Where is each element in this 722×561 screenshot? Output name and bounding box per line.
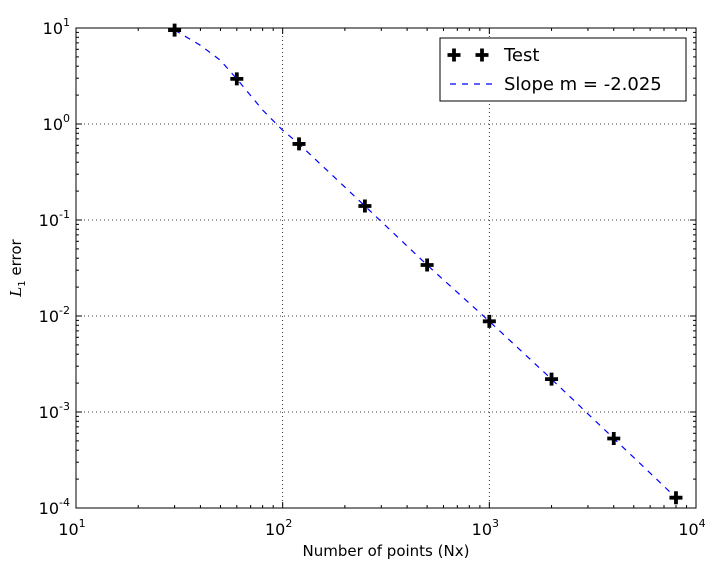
y-tick-label: 100 <box>43 112 70 134</box>
legend-plus-marker <box>475 48 489 62</box>
test-data-point <box>607 431 621 445</box>
tick-labels: 101 102 103 104 101 100 10-1 10-2 10-3 10-4 <box>39 16 706 539</box>
test-data-point <box>669 491 683 505</box>
y-tick-label: 101 <box>43 16 70 38</box>
test-data-point <box>545 372 559 386</box>
x-axis-label: Number of points (Nx) <box>303 542 470 560</box>
x-tick-label: 104 <box>678 517 705 539</box>
x-tick-label: 103 <box>472 517 499 539</box>
y-tick-label: 10-3 <box>39 400 70 422</box>
test-data-point <box>292 137 306 151</box>
y-tick-label: 10-2 <box>39 304 70 326</box>
x-tick-label: 101 <box>58 517 85 539</box>
axis-ticks <box>75 27 697 509</box>
legend-label-slope: Slope m = -2.025 <box>504 74 662 95</box>
x-tick-label: 102 <box>265 517 292 539</box>
legend-plus-marker <box>447 48 461 62</box>
test-markers <box>168 23 683 505</box>
y-axis-label: L1 error <box>7 238 28 297</box>
legend: Test Slope m = -2.025 <box>439 37 687 102</box>
plot-area-frame <box>75 27 697 509</box>
legend-label-test: Test <box>503 45 539 66</box>
test-data-point <box>482 314 496 328</box>
y-tick-label: 10-4 <box>39 496 70 518</box>
legend-marker-test <box>447 48 489 62</box>
test-data-point <box>358 199 372 213</box>
test-data-point <box>230 72 244 86</box>
test-data-point <box>420 258 434 272</box>
y-tick-label: 10-1 <box>39 208 70 230</box>
grid-lines <box>76 28 696 508</box>
